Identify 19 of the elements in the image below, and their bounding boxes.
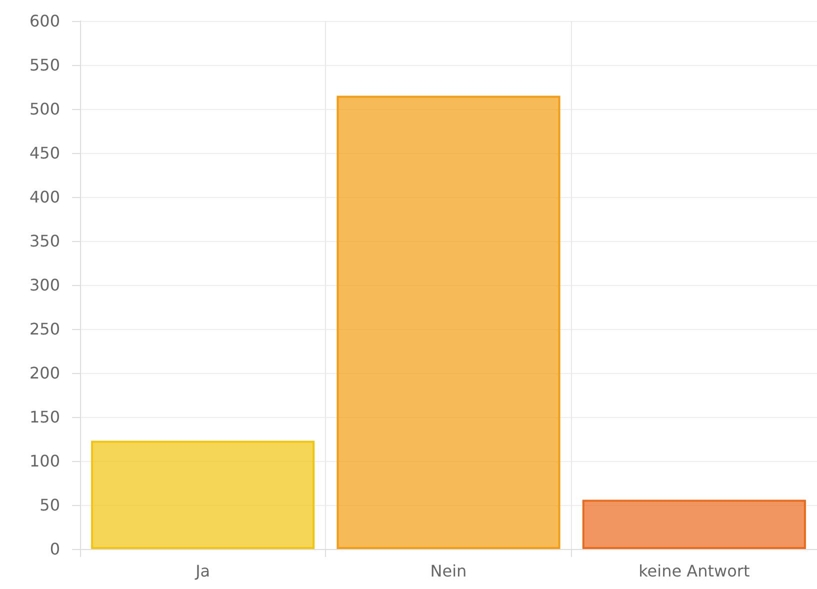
y-tick-label: 500 [29,100,60,118]
bar [336,96,560,549]
y-tick-label: 350 [29,232,60,250]
bar [582,500,806,549]
y-tick-label: 250 [29,320,60,338]
y-tick-label: 50 [40,496,60,514]
y-tick-label: 450 [29,144,60,162]
y-tick-label: 300 [29,276,60,294]
y-tick-label: 550 [29,56,60,74]
y-tick-label: 100 [29,452,60,470]
y-tick-label: 0 [50,540,60,558]
y-tick-label: 150 [29,408,60,426]
y-tick-label: 400 [29,188,60,206]
x-tick-label: Ja [194,562,210,580]
bar [91,440,315,549]
x-tick-label: keine Antwort [638,562,750,580]
x-tick-label: Nein [430,562,467,580]
y-tick-label: 200 [29,364,60,382]
y-tick-label: 600 [29,12,60,30]
